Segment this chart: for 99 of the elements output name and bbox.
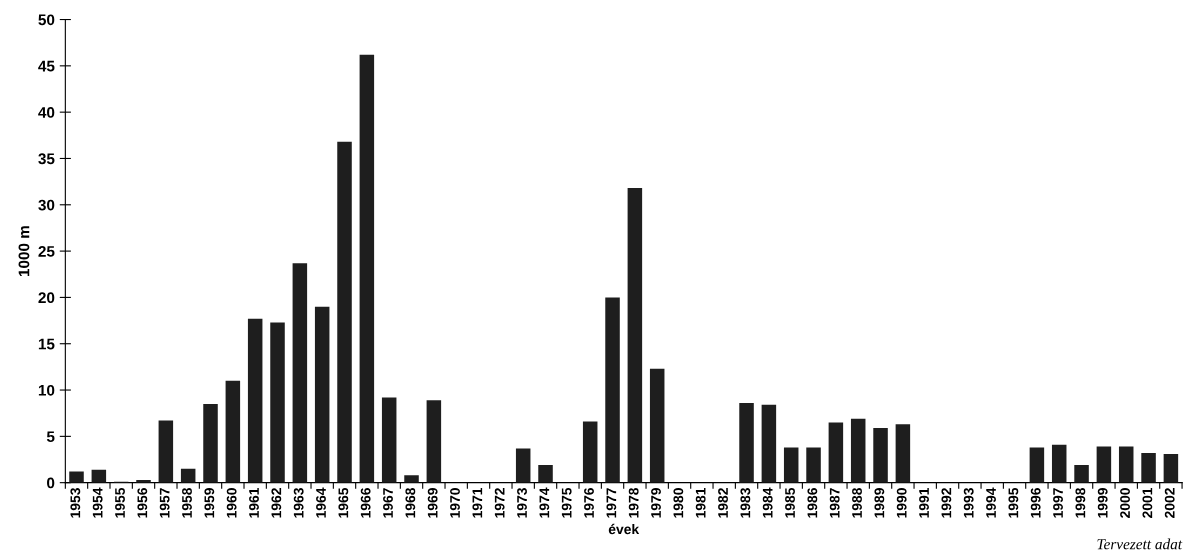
x-tick-label: 1988 — [852, 487, 862, 518]
bar — [895, 424, 911, 483]
x-tick-label: 1960 — [226, 488, 237, 518]
bar — [1141, 453, 1156, 483]
text: Tervezett adat — [1097, 538, 1183, 550]
bar — [1029, 447, 1045, 483]
x-tick-label: 1971 — [472, 487, 483, 518]
x-tick-label: 2000 — [1120, 488, 1130, 518]
bar — [69, 471, 84, 483]
bar — [605, 297, 620, 483]
x-tick-label: 1999 — [1097, 488, 1108, 518]
x-tick-label: 1998 — [1075, 487, 1086, 518]
x-tick-label: 1974 — [539, 487, 550, 518]
bar — [203, 403, 218, 483]
bar — [873, 428, 888, 483]
x-axis-title: évek — [608, 523, 640, 535]
x-tick-label: 1968 — [405, 487, 416, 518]
x-tick-label: 1959 — [204, 488, 215, 518]
bar — [649, 368, 665, 483]
bar — [292, 263, 308, 483]
x-tick-label: 1978 — [628, 487, 639, 518]
bar — [1118, 446, 1134, 483]
x-tick-label: 1953 — [70, 488, 81, 518]
bar — [828, 422, 844, 483]
bar — [761, 404, 777, 483]
x-tick-label: 1973 — [517, 488, 527, 518]
x-tick-label: 1965 — [338, 487, 349, 518]
x-tick-label: 1982 — [718, 488, 728, 518]
x-tick-label: 1987 — [829, 488, 840, 518]
x-tick-label: 1991 — [919, 487, 929, 518]
y-tick-label: 50 — [38, 14, 55, 26]
bar — [404, 475, 419, 483]
y-tick-label: 20 — [38, 292, 55, 304]
bar — [806, 447, 821, 483]
bar — [1051, 444, 1067, 483]
bar — [582, 421, 598, 483]
x-tick-label: 1990 — [896, 488, 907, 518]
x-tick-label: 1962 — [271, 488, 282, 518]
bar — [739, 403, 754, 483]
x-tick-label: 1969 — [427, 488, 438, 518]
x-tick-label: 1997 — [1053, 488, 1063, 518]
bar — [270, 322, 285, 483]
y-tick-label: 30 — [38, 199, 55, 211]
x-tick-label: 1992 — [941, 488, 952, 518]
x-tick-label: 1972 — [494, 488, 505, 518]
y-tick-label: 5 — [46, 431, 55, 443]
x-tick-label: 1958 — [182, 487, 192, 518]
x-tick-label: 1977 — [606, 488, 617, 518]
y-tick-label: 25 — [38, 245, 55, 257]
x-tick-label: 1955 — [115, 487, 125, 518]
x-tick-label: 1996 — [1030, 488, 1041, 518]
x-tick-label: 1976 — [584, 488, 594, 518]
bar — [538, 465, 553, 483]
x-tick-label: 1954 — [92, 487, 103, 518]
bar — [314, 306, 330, 483]
bar — [381, 397, 397, 483]
x-tick-label: 1981 — [695, 487, 706, 518]
bar — [850, 418, 866, 483]
bar — [627, 188, 643, 483]
bar — [783, 447, 799, 483]
x-tick-label: 1967 — [383, 488, 393, 518]
bar — [337, 141, 352, 483]
x-tick-label: 1964 — [316, 487, 326, 518]
x-tick-label: 1986 — [807, 488, 818, 518]
y-tick-label: 0 — [47, 477, 55, 489]
x-tick-label: 1989 — [874, 488, 885, 518]
y-tick-label: 15 — [38, 338, 55, 350]
x-tick-label: 1994 — [986, 487, 996, 518]
x-tick-label: 1985 — [785, 487, 795, 518]
bar — [180, 468, 196, 483]
y-tick-label: 45 — [38, 60, 55, 72]
x-tick-label: 1956 — [137, 488, 148, 518]
x-tick-label: 1993 — [963, 488, 974, 518]
bar — [515, 448, 531, 483]
x-tick-label: 1983 — [740, 488, 751, 518]
bar — [1096, 446, 1112, 483]
bar — [247, 318, 263, 483]
bar — [225, 380, 241, 483]
x-tick-label: 1980 — [673, 488, 684, 518]
x-tick-label: 1966 — [360, 488, 371, 518]
y-tick-label: 40 — [38, 107, 55, 118]
bar — [359, 54, 375, 483]
x-tick-label: 2002 — [1164, 488, 1175, 518]
bar — [1074, 465, 1089, 483]
y-tick-label: 35 — [38, 153, 55, 165]
x-tick-label: 1957 — [159, 488, 170, 518]
bar — [426, 400, 442, 483]
x-tick-label: 1970 — [450, 488, 460, 518]
bar — [1163, 453, 1179, 483]
y-tick-label: 10 — [38, 384, 55, 396]
x-tick-label: 1963 — [293, 488, 304, 518]
x-tick-label: 1984 — [762, 487, 773, 518]
x-tick-label: 1961 — [249, 487, 259, 518]
x-tick-label: 1979 — [651, 488, 661, 518]
y-axis-title: 1000 m — [18, 226, 30, 277]
x-tick-label: 1995 — [1008, 487, 1019, 518]
bar — [158, 420, 174, 483]
x-tick-label: 1975 — [561, 487, 572, 518]
x-tick-label: 2001 — [1142, 487, 1153, 518]
